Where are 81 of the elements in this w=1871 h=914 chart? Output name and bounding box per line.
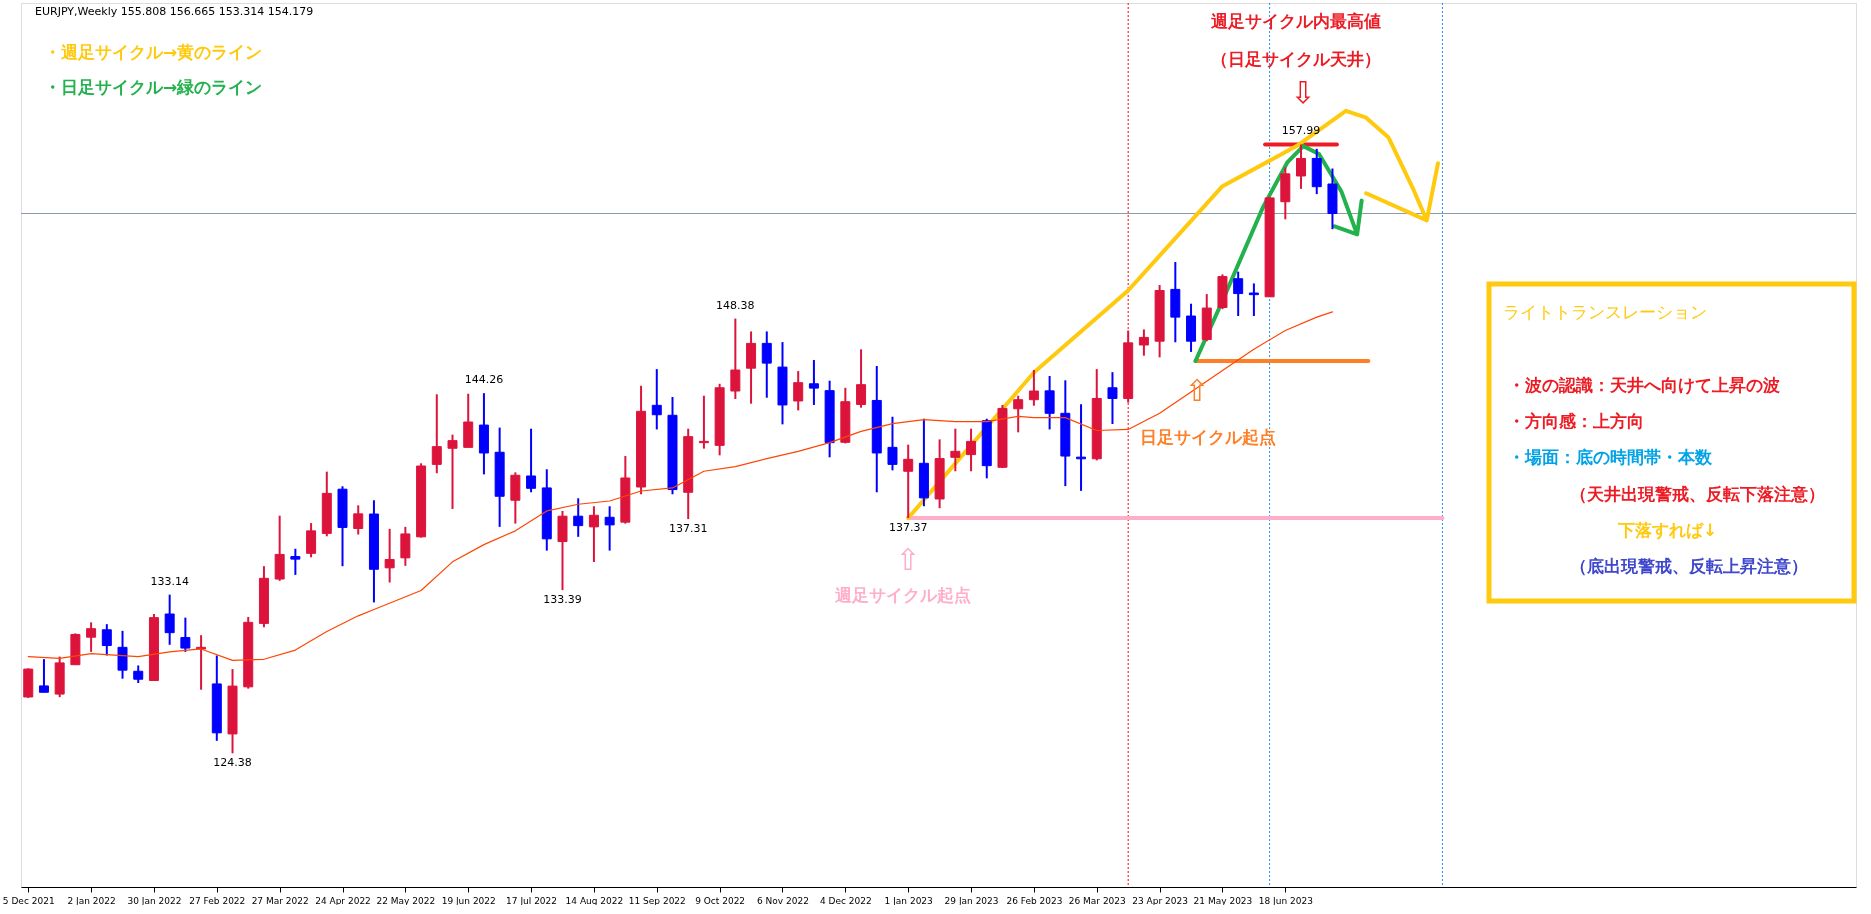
candlestick (101, 623, 112, 657)
candlestick (950, 427, 961, 473)
x-tick-label: 30 Jan 2022 (127, 895, 182, 906)
candlestick (588, 505, 599, 564)
annotation: 124.38 (213, 756, 252, 770)
x-tick-label: 26 Feb 2023 (1006, 895, 1063, 906)
annotation: ・週足サイクル→黄のライン (44, 42, 263, 62)
candlestick (180, 616, 191, 653)
annotation: 144.26 (464, 373, 504, 387)
x-tick-label: 1 Jan 2023 (884, 895, 933, 906)
x-tick-label: 17 Jul 2022 (506, 895, 558, 906)
candlestick (306, 522, 317, 559)
annotation: 148.38 (716, 298, 755, 312)
annotation: （天井出現警戒、反転下落注意） (1570, 484, 1825, 504)
annotation: 日足サイクル起点 (1140, 427, 1276, 447)
candlestick (447, 433, 458, 510)
candlestick (761, 330, 772, 399)
candlestick (526, 427, 537, 494)
candlestick (1138, 328, 1149, 357)
candlestick (1013, 394, 1024, 434)
candlestick (604, 505, 615, 552)
x-tick-label: 5 Dec 2021 (2, 895, 55, 906)
candlestick (1248, 282, 1259, 318)
annotation: 週足サイクル起点 (834, 585, 971, 605)
x-tick-label: 4 Dec 2022 (819, 895, 872, 906)
candlestick (808, 359, 819, 406)
candlestick (1044, 374, 1055, 431)
candlestick (573, 497, 584, 538)
x-tick-label: 27 Mar 2022 (251, 895, 309, 906)
candlestick (1107, 371, 1118, 425)
annotation: （底出現警戒、反転上昇注意） (1570, 556, 1808, 576)
annotation: 週足サイクル内最高値 (1210, 11, 1381, 31)
x-tick-label: 22 May 2022 (376, 895, 436, 906)
candlestick (164, 593, 175, 646)
chart-title: EURJPY,Weekly 155.808 156.665 153.314 154.179 (35, 5, 314, 18)
annotation: ・方向感：上方向 (1508, 411, 1644, 431)
candlestick (856, 348, 867, 409)
candlestick (887, 415, 898, 472)
x-tick-label: 21 May 2023 (1193, 895, 1253, 906)
candlestick (290, 547, 301, 576)
candlestick (1028, 369, 1039, 407)
x-tick-label: 29 Jan 2023 (944, 895, 999, 906)
annotation: 137.31 (668, 522, 708, 536)
annotation: ・波の認識：天井へ向けて上昇の波 (1508, 375, 1780, 395)
candlestick (38, 658, 49, 694)
candlestick (730, 317, 741, 400)
x-tick-label: 18 Jun 2023 (1258, 895, 1313, 906)
x-tick-label: 27 Feb 2022 (189, 895, 246, 906)
candlestick (793, 370, 804, 412)
candlestick (400, 525, 411, 567)
annotation: ⇩ (1290, 75, 1316, 110)
candlestick (903, 443, 914, 519)
annotation: ・日足サイクル→緑のライン (44, 77, 263, 97)
candlestick (117, 629, 128, 680)
candlestick (1296, 143, 1307, 190)
candlestick (698, 394, 709, 450)
candlestick (651, 368, 662, 431)
annotation: ・場面：底の時間帯・本数 (1508, 447, 1713, 467)
candlestick (353, 504, 364, 536)
annotation: 133.14 (150, 574, 189, 588)
x-tick-label: 9 Oct 2022 (695, 895, 746, 906)
annotation: ⇧ (895, 542, 921, 577)
annotation: 下落すれば↓ (1617, 520, 1718, 540)
x-tick-label: 14 Aug 2022 (565, 895, 624, 906)
candlestick (86, 621, 97, 653)
x-tick-label: 11 Sep 2022 (628, 895, 686, 906)
annotation: 137.37 (888, 521, 928, 534)
annotation: 133.39 (543, 593, 582, 607)
candlestick (1076, 403, 1087, 492)
candlestick (384, 527, 395, 584)
candlestick (966, 427, 977, 473)
annotation: （日足サイクル天井） (1211, 49, 1381, 69)
candlestick (431, 393, 442, 475)
x-tick-label: 24 Apr 2022 (315, 895, 371, 906)
x-tick-label: 2 Jan 2022 (67, 895, 116, 906)
annotation: ライトトランスレーション (1503, 302, 1707, 322)
x-tick-label: 23 Apr 2023 (1132, 895, 1188, 906)
x-tick-label: 6 Nov 2022 (757, 895, 809, 906)
x-tick-label: 26 Mar 2023 (1068, 895, 1126, 906)
candlestick (1233, 270, 1244, 318)
x-tick-label: 19 Jun 2022 (441, 895, 496, 906)
